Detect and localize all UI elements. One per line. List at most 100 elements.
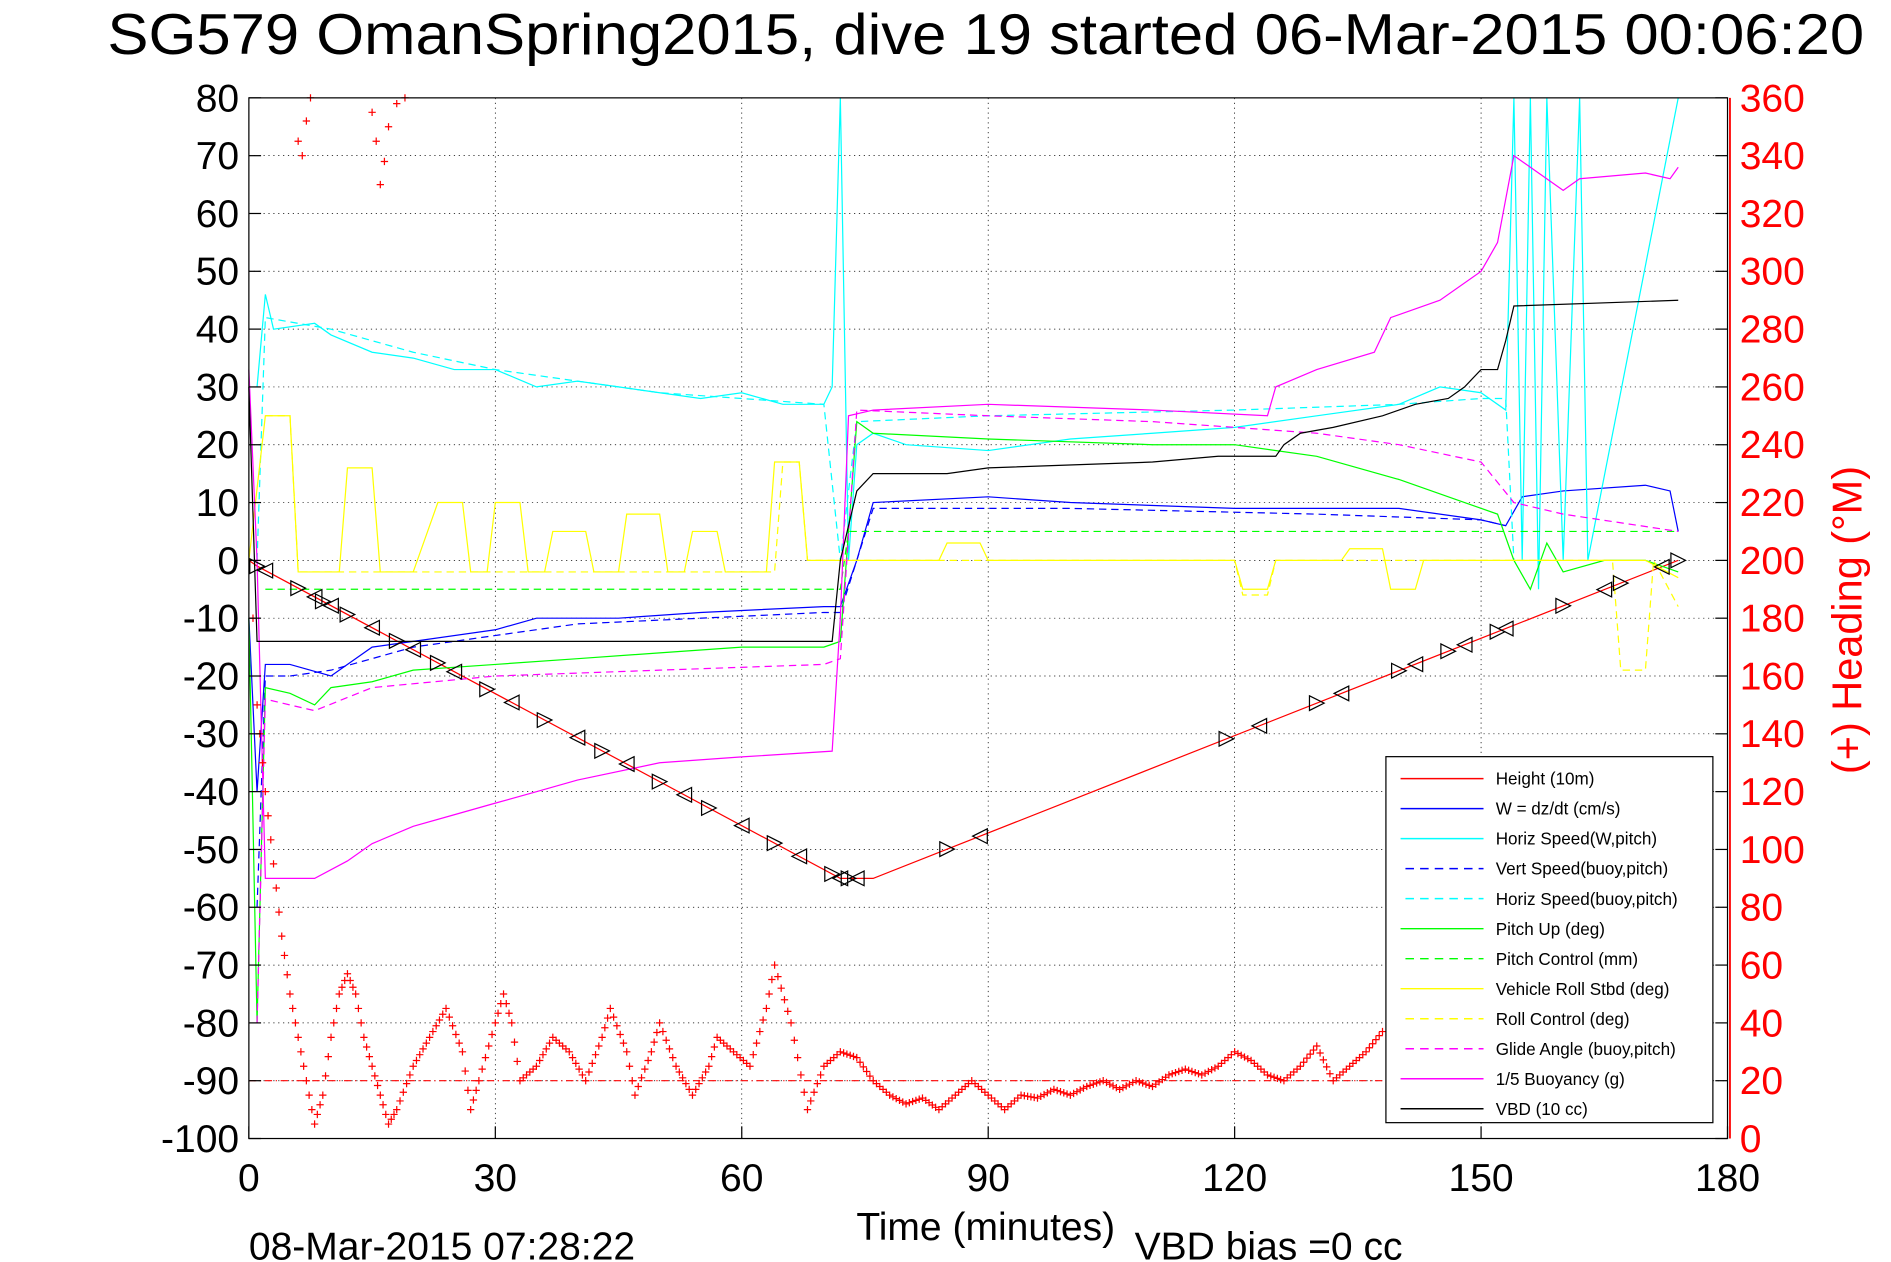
y-tick-label: 10 bbox=[196, 482, 239, 525]
y-tick-label: 0 bbox=[217, 540, 239, 583]
series-roll-control-deg bbox=[265, 415, 1679, 671]
heading-marker bbox=[1096, 1078, 1104, 1086]
heading-marker bbox=[291, 1019, 300, 1027]
heading-marker bbox=[502, 999, 510, 1008]
chart-title: SG579 OmanSpring2015, dive 19 started 06… bbox=[107, 3, 1864, 67]
heading-marker bbox=[412, 1056, 421, 1065]
heading-marker bbox=[382, 1110, 390, 1119]
heading-marker bbox=[606, 1004, 614, 1013]
heading-marker bbox=[752, 1039, 761, 1047]
heading-marker bbox=[813, 1079, 821, 1088]
heading-marker bbox=[380, 157, 389, 166]
heading-marker bbox=[682, 1079, 690, 1088]
x-tick-label: 0 bbox=[238, 1157, 260, 1200]
heading-marker bbox=[429, 1027, 437, 1036]
heading-marker bbox=[1270, 1073, 1278, 1081]
heading-marker bbox=[298, 152, 306, 160]
legend-entry: VBD (10 cc) bbox=[1496, 1100, 1588, 1119]
heading-marker bbox=[357, 1019, 365, 1027]
heading-marker bbox=[399, 1088, 407, 1096]
heading-marker bbox=[327, 1033, 335, 1042]
heading-marker bbox=[272, 884, 280, 892]
heading-marker bbox=[1043, 1089, 1052, 1097]
heading-marker bbox=[335, 990, 343, 998]
heading-marker bbox=[685, 1085, 693, 1094]
height-triangle-marker bbox=[479, 680, 496, 698]
y-tick-label: 30 bbox=[196, 366, 239, 409]
heading-marker bbox=[575, 1065, 583, 1073]
heading-marker bbox=[619, 1039, 628, 1047]
heading-marker bbox=[464, 1086, 472, 1095]
heading-marker bbox=[1306, 1050, 1314, 1058]
heading-marker bbox=[749, 1051, 757, 1059]
heading-marker bbox=[1145, 1081, 1153, 1089]
heading-marker bbox=[319, 1091, 327, 1099]
height-triangle-marker bbox=[831, 870, 849, 887]
heading-marker bbox=[1106, 1080, 1114, 1088]
heading-marker bbox=[1244, 1055, 1252, 1063]
heading-marker bbox=[846, 1051, 854, 1059]
heading-marker bbox=[442, 1004, 450, 1013]
y-tick-label: -70 bbox=[183, 944, 239, 987]
height-triangle-marker bbox=[594, 742, 611, 760]
heading-marker bbox=[849, 1052, 858, 1061]
height-triangle-marker bbox=[1406, 655, 1424, 673]
legend-entry: Vehicle Roll Stbd (deg) bbox=[1496, 980, 1670, 999]
x-tick-label: 90 bbox=[966, 1157, 1009, 1200]
heading-marker bbox=[1083, 1082, 1091, 1091]
heading-marker bbox=[912, 1096, 920, 1105]
heading-marker bbox=[565, 1048, 573, 1056]
series-horiz-speed-buoy-pitch bbox=[256, 316, 1515, 561]
legend-entry: Roll Control (deg) bbox=[1496, 1010, 1630, 1029]
heading-marker bbox=[780, 996, 789, 1004]
heading-marker bbox=[1142, 1080, 1150, 1088]
series-1-5-buoyancy-g bbox=[248, 154, 1679, 880]
heading-marker bbox=[508, 1019, 516, 1027]
y2-tick-label: 20 bbox=[1740, 1060, 1783, 1103]
heading-marker bbox=[1230, 1048, 1239, 1056]
heading-marker bbox=[294, 137, 302, 145]
heading-marker bbox=[665, 1045, 674, 1053]
heading-marker bbox=[578, 1071, 587, 1079]
heading-marker bbox=[505, 1009, 513, 1017]
heading-marker bbox=[1076, 1086, 1084, 1094]
heading-marker bbox=[324, 1052, 332, 1061]
heading-marker bbox=[1112, 1083, 1121, 1092]
heading-marker bbox=[432, 1022, 440, 1030]
heading-marker bbox=[768, 975, 776, 984]
heading-marker bbox=[283, 971, 291, 979]
heading-marker bbox=[330, 1019, 338, 1027]
heading-marker bbox=[396, 1097, 404, 1105]
y-tick-label: 60 bbox=[196, 193, 239, 236]
legend-entry: Height (10m) bbox=[1496, 770, 1595, 789]
heading-marker bbox=[1089, 1080, 1098, 1088]
heading-marker bbox=[513, 1057, 521, 1066]
heading-marker bbox=[360, 1033, 368, 1042]
height-triangle-marker bbox=[249, 557, 266, 575]
heading-marker bbox=[1368, 1040, 1377, 1048]
legend-entry: Vert Speed(buoy,pitch) bbox=[1496, 860, 1668, 879]
heading-marker bbox=[650, 1038, 658, 1046]
heading-marker bbox=[595, 1042, 603, 1050]
series-glide-angle-buoy-pitch bbox=[256, 409, 1679, 1023]
heading-marker bbox=[302, 117, 311, 125]
heading-marker bbox=[790, 1036, 798, 1044]
heading-marker bbox=[269, 860, 278, 868]
y2-tick-label: 120 bbox=[1740, 771, 1805, 814]
heading-marker bbox=[705, 1062, 713, 1070]
heading-marker bbox=[416, 1051, 424, 1059]
heading-marker bbox=[448, 1022, 457, 1030]
heading-marker bbox=[1322, 1063, 1331, 1071]
heading-marker bbox=[1125, 1080, 1134, 1088]
y-tick-label: -100 bbox=[161, 1118, 239, 1161]
legend-entry: Horiz Speed(W,pitch) bbox=[1496, 830, 1657, 849]
height-triangle-marker bbox=[1595, 581, 1613, 598]
heading-marker bbox=[406, 1071, 414, 1079]
heading-marker bbox=[777, 984, 785, 992]
heading-marker bbox=[510, 1038, 519, 1046]
heading-marker bbox=[435, 1016, 444, 1024]
y2-tick-label: 220 bbox=[1740, 482, 1805, 525]
heading-marker bbox=[467, 1105, 475, 1114]
heading-marker bbox=[1191, 1068, 1199, 1077]
heading-marker bbox=[839, 1049, 848, 1057]
